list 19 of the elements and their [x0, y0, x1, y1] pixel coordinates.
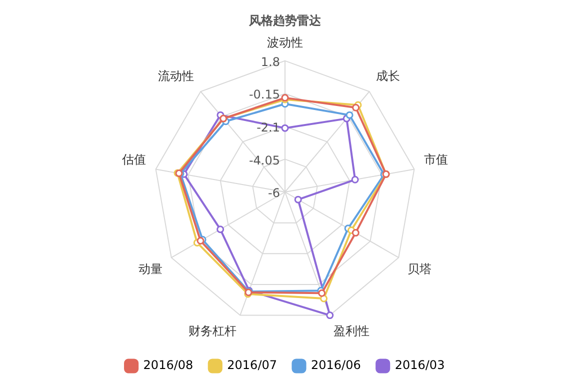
spoke-label: 流动性 [158, 68, 194, 83]
spoke-label: 财务杠杆 [188, 324, 237, 338]
y-tick-label: -2.1 [256, 120, 280, 135]
y-tick-label: -6 [268, 186, 280, 200]
spoke-label: 成长 [376, 68, 400, 83]
spoke-label: 波动性 [267, 36, 303, 50]
spoke-label: 估值 [120, 152, 146, 166]
y-tick-label: -0.15 [248, 88, 280, 102]
spoke-label: 盈利性 [333, 324, 370, 338]
y-tick-label: 1.8 [260, 54, 280, 69]
y-tick-label: -4.05 [248, 153, 280, 168]
spoke-label: 市值 [424, 152, 448, 166]
spoke-label: 贝塔 [407, 262, 432, 276]
legend-label: 2016/08 [143, 358, 194, 372]
legend-label: 2016/07 [227, 358, 278, 372]
spoke-label: 动量 [138, 262, 163, 276]
legend-label: 2016/06 [311, 358, 361, 372]
chart-title: 风格趋势雷达 [248, 13, 322, 28]
legend-label: 2016/03 [394, 358, 445, 372]
